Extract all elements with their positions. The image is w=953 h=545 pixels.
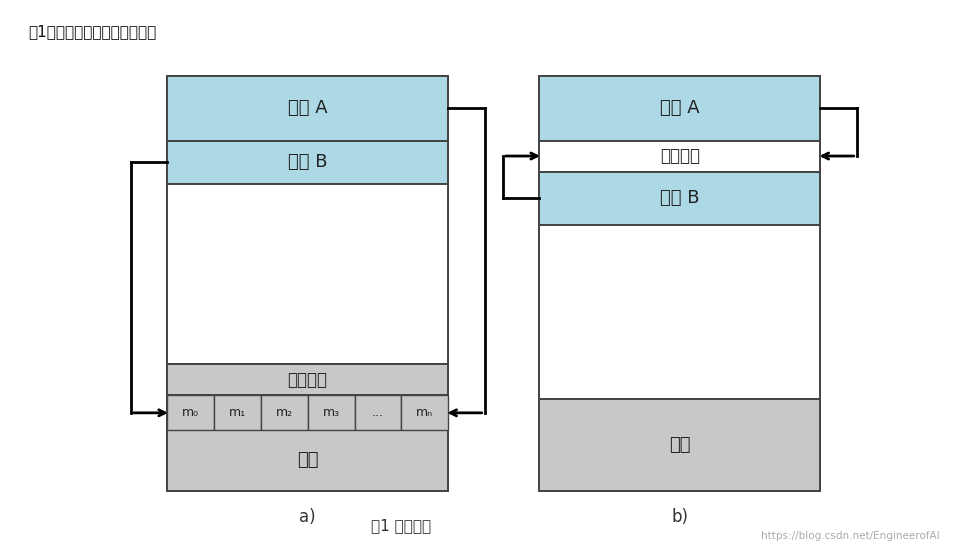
- Bar: [167, 395, 448, 431]
- Bar: [355, 395, 401, 431]
- Text: 进程 A: 进程 A: [659, 99, 699, 117]
- Text: 内核: 内核: [296, 451, 318, 469]
- Text: https://blog.csdn.net/EngineerofAI: https://blog.csdn.net/EngineerofAI: [760, 531, 939, 541]
- Bar: [401, 395, 448, 431]
- Bar: [167, 431, 448, 490]
- Bar: [167, 184, 448, 364]
- Text: mₙ: mₙ: [416, 407, 433, 419]
- Text: a): a): [299, 507, 315, 526]
- Text: ...: ...: [372, 407, 384, 419]
- Bar: [538, 76, 820, 490]
- Bar: [167, 364, 448, 395]
- Bar: [213, 395, 260, 431]
- Text: 图1给出了这两种模型的对比。: 图1给出了这两种模型的对比。: [29, 25, 156, 40]
- Bar: [538, 172, 820, 226]
- Bar: [538, 226, 820, 399]
- Bar: [167, 141, 448, 184]
- Text: 共享内存: 共享内存: [659, 147, 699, 165]
- Bar: [538, 141, 820, 172]
- Bar: [167, 76, 448, 141]
- Text: 消息队列: 消息队列: [288, 371, 327, 389]
- Bar: [167, 76, 448, 490]
- Text: m₃: m₃: [322, 407, 339, 419]
- Bar: [538, 76, 820, 141]
- Text: m₂: m₂: [275, 407, 293, 419]
- Bar: [167, 395, 213, 431]
- Bar: [538, 399, 820, 490]
- Text: m₁: m₁: [229, 407, 246, 419]
- Bar: [260, 395, 307, 431]
- Text: 进程 A: 进程 A: [288, 99, 327, 117]
- Bar: [307, 395, 355, 431]
- Text: 进程 B: 进程 B: [288, 153, 327, 171]
- Text: m₀: m₀: [182, 407, 198, 419]
- Text: 图1 通信模型: 图1 通信模型: [370, 518, 431, 534]
- Text: 进程 B: 进程 B: [659, 190, 699, 208]
- Text: 内核: 内核: [668, 436, 690, 454]
- Text: b): b): [671, 507, 687, 526]
